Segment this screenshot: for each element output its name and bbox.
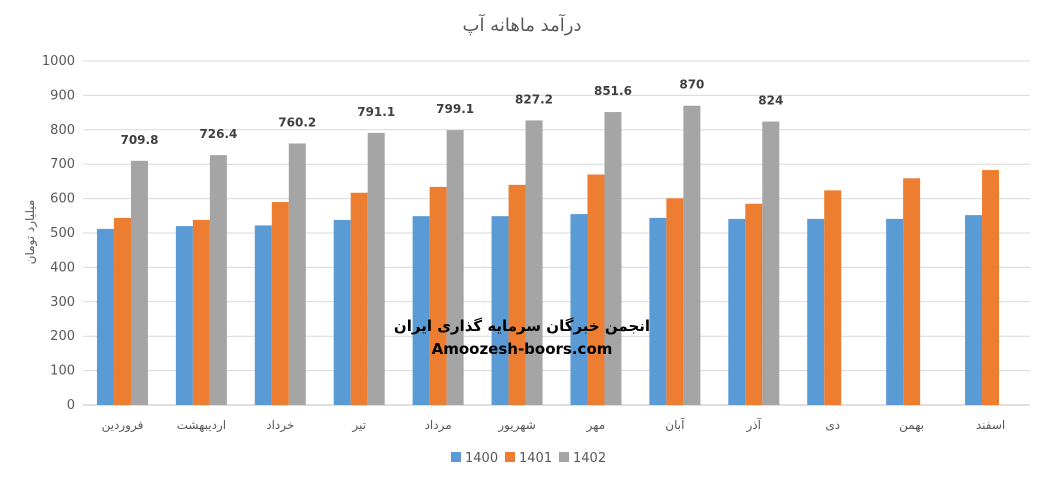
bar-1401 [982,170,1000,405]
bar-1400 [570,214,588,405]
bar-1402 [762,121,780,405]
x-tick-labels: فروردین اردیبهشت خرداد تیر مرداد شهریور مهر آبا… [102,417,1006,433]
legend: 1400 1401 1402 [451,451,606,466]
y-tick-label: 1000 [42,54,75,69]
bar-1401 [824,190,842,405]
y-tick-label: 700 [50,157,75,172]
data-label: 851.6 [594,84,632,98]
legend-swatch [451,452,461,462]
bar-1402 [209,155,227,405]
data-labels: 709.8 726.4 760.2 791.1 799.1 827.2 851.6 870 82… [120,78,783,147]
legend-swatch [559,452,569,462]
bar-1400 [412,216,430,405]
y-axis-label: میلیارد تومان [23,200,38,265]
y-tick-label: 100 [50,364,75,379]
bar-1402 [446,130,464,405]
bar-1401 [350,192,368,405]
bar-1401 [429,186,447,405]
x-tick-label: دی [825,418,840,432]
bar-1401 [666,198,684,405]
y-tick-label: 800 [50,123,75,138]
y-tick-label: 300 [50,295,75,310]
y-tick-label: 900 [50,88,75,103]
bar-1402 [525,120,543,405]
bar-1402 [683,105,701,405]
x-tick-label: آبان [665,417,685,432]
data-label: 726.4 [199,127,237,141]
x-tick-label: مهر [586,418,606,433]
bar-1401 [903,178,921,405]
bar-1400 [333,219,351,405]
bar-1401 [745,203,763,405]
data-label: 709.8 [120,133,158,147]
bar-1401 [271,202,289,405]
gridlines [83,60,1030,406]
bar-1400 [96,228,114,405]
data-label: 870 [679,78,704,92]
y-tick-label: 200 [50,329,75,344]
bar-1401 [508,184,526,405]
watermark-line-2: Amoozesh-boors.com [432,340,613,358]
bar-1400 [807,218,825,405]
data-label: 799.1 [436,102,474,116]
legend-label: 1400 [465,451,498,466]
chart-title: درآمد ماهانه آپ [463,13,582,36]
legend-swatch [505,452,515,462]
data-label: 827.2 [515,92,553,106]
bar-1402 [604,112,622,406]
bar-1401 [192,219,210,405]
x-tick-label: مرداد [425,418,452,433]
x-tick-label: تیر [351,418,366,433]
y-tick-labels: 0 100 200 300 400 500 600 700 800 900 1000 [42,54,75,413]
y-tick-label: 600 [50,192,75,207]
watermark: انجمن خبرگان سرمایه گذاری ایران Amoozesh… [394,317,650,358]
x-tick-label: شهریور [497,418,536,433]
y-tick-label: 0 [67,398,75,413]
x-tick-label: اردیبهشت [177,418,226,433]
bar-1400 [491,216,509,405]
legend-label: 1402 [573,451,606,466]
bar-1400 [965,215,983,405]
bar-1402 [288,143,306,405]
bar-1401 [587,174,605,405]
data-label: 791.1 [357,105,395,119]
y-tick-label: 500 [50,226,75,241]
bar-1401 [113,217,131,405]
bar-1400 [175,226,193,405]
y-tick-label: 400 [50,260,75,275]
bar-1400 [649,217,667,405]
x-tick-label: اسفند [976,418,1005,432]
bar-1400 [254,225,272,405]
x-tick-label: فروردین [102,418,144,433]
bar-1400 [728,218,746,405]
data-label: 824 [758,94,783,108]
x-tick-label: بهمن [899,418,924,433]
x-tick-label: خرداد [266,418,294,433]
legend-label: 1401 [519,451,552,466]
bar-1402 [130,160,148,405]
x-tick-label: آذر [746,417,762,433]
bar-1400 [886,218,904,405]
watermark-line-1: انجمن خبرگان سرمایه گذاری ایران [394,317,650,335]
bar-1402 [367,132,385,405]
bars [96,105,1000,406]
data-label: 760.2 [278,115,316,129]
